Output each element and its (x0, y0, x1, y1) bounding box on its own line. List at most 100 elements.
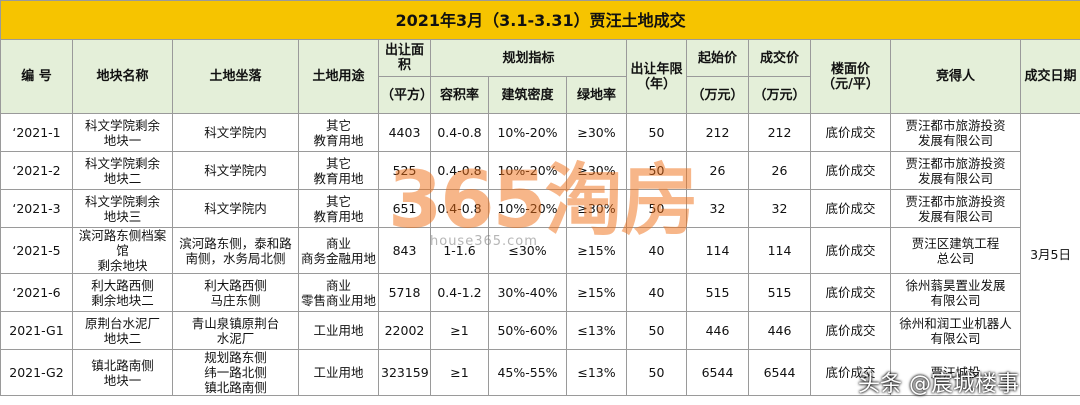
header-cell: 成交日期 (1019, 39, 1080, 114)
cell: ‘2021-1 (0, 113, 73, 152)
cell: 26 (748, 151, 811, 190)
header-cell: 土地用途 (298, 39, 379, 114)
cell: 1-1.6 (430, 227, 489, 274)
cell: 贾汪都市旅游投资 发展有限公司 (890, 189, 1021, 228)
cell: 0.4-0.8 (430, 189, 489, 228)
cell: 323159 (378, 349, 431, 396)
header-cell: （万元） (748, 76, 811, 114)
cell: 212 (686, 113, 749, 152)
header-cell: 楼面价 （元/平） (810, 39, 891, 114)
cell: 32 (748, 189, 811, 228)
cell: 32 (686, 189, 749, 228)
cell: ‘2021-2 (0, 151, 73, 190)
cell: ≥15% (566, 227, 627, 274)
cell: 50 (626, 349, 687, 396)
cell: 30%-40% (488, 273, 567, 312)
cell: 底价成交 (810, 349, 891, 396)
data-row: ‘2021-2 科文学院剩余 地块二 科文学院内 其它 教育用地 525 0.4-0.8 1… (0, 151, 1080, 190)
cell: 114 (748, 227, 811, 274)
cell: 843 (378, 227, 431, 274)
cell: 525 (378, 151, 431, 190)
cell: ≥1 (430, 311, 489, 350)
cell: 底价成交 (810, 273, 891, 312)
cell: 50 (626, 151, 687, 190)
cell: 5718 (378, 273, 431, 312)
cell: 底价成交 (810, 311, 891, 350)
cell: 515 (686, 273, 749, 312)
header-cell: 出让面积 (378, 39, 431, 77)
data-row: 2021-G1 原荆台水泥厂 地块二 青山泉镇原荆台 水泥厂 工业用地 22002 ≥1 5… (0, 311, 1080, 350)
cell: 利大路西侧 剩余地块二 (72, 273, 173, 312)
cell: ‘2021-3 (0, 189, 73, 228)
cell: 青山泉镇原荆台 水泥厂 (172, 311, 299, 350)
cell: 26 (686, 151, 749, 190)
cell: 45%-55% (488, 349, 567, 396)
cell: 0.4-0.8 (430, 113, 489, 152)
cell: 底价成交 (810, 113, 891, 152)
cell: 贾汪城投 (890, 349, 1021, 396)
data-row: ‘2021-3 科文学院剩余 地块三 科文学院内 其它 教育用地 651 0.4-0.8 1… (0, 189, 1080, 228)
cell: ≥1 (430, 349, 489, 396)
data-row: ‘2021-5 滨河路东侧档案馆 剩余地块 滨河路东侧，泰和路 南侧，水务局北侧 商业… (0, 227, 1080, 274)
header-row: （平方） 容积率 建筑密度 绿地率 （万元） （万元） (1, 76, 1080, 114)
cell: ≥15% (566, 273, 627, 312)
cell: 商业 商务金融用地 (298, 227, 379, 274)
cell: 22002 (378, 311, 431, 350)
cell: 贾汪区建筑工程 总公司 (890, 227, 1021, 274)
cell: ≥30% (566, 189, 627, 228)
cell: 4403 (378, 113, 431, 152)
header-cell: 竞得人 (890, 39, 1021, 114)
cell: 2021-G1 (0, 311, 73, 350)
cell: ≤13% (566, 311, 627, 350)
header-cell: 地块名称 (72, 39, 173, 114)
cell: 底价成交 (810, 189, 891, 228)
table-body: 2021年3月（3.1-3.31）贾汪土地成交 编 号 地块名称 土地坐落 土地… (0, 0, 1080, 396)
cell: 科文学院剩余 地块二 (72, 151, 173, 190)
data-row: ‘2021-6 利大路西侧 剩余地块二 利大路西侧 马庄东侧 商业 零售商业用地 571… (0, 273, 1080, 312)
cell: 其它 教育用地 (298, 151, 379, 190)
cell: 212 (748, 113, 811, 152)
header-cell: 绿地率 (566, 76, 627, 114)
cell: 50 (626, 113, 687, 152)
header-cell: （万元） (686, 76, 749, 114)
land-table: 2021年3月（3.1-3.31）贾汪土地成交 编 号 地块名称 土地坐落 土地… (0, 0, 1080, 396)
cell: 科文学院内 (172, 113, 299, 152)
cell: 科文学院剩余 地块三 (72, 189, 173, 228)
cell: ≤13% (566, 349, 627, 396)
cell: 50 (626, 311, 687, 350)
cell: 446 (748, 311, 811, 350)
date-cell: 3月5日 (1019, 113, 1080, 396)
header-cell: 编 号 (0, 39, 73, 114)
cell: 515 (748, 273, 811, 312)
title: 2021年3月（3.1-3.31）贾汪土地成交 (0, 0, 1080, 40)
cell: 2021-G2 (0, 349, 73, 396)
cell: ‘2021-5 (0, 227, 73, 274)
cell: 6544 (748, 349, 811, 396)
cell: ‘2021-6 (0, 273, 73, 312)
cell: 446 (686, 311, 749, 350)
cell: 50 (626, 189, 687, 228)
data-row: ‘2021-1 科文学院剩余 地块一 科文学院内 其它 教育用地 4403 0.4-0.8… (0, 113, 1080, 396)
cell: 贾汪都市旅游投资 发展有限公司 (890, 113, 1021, 152)
cell: 10%-20% (488, 151, 567, 190)
title-row: 2021年3月（3.1-3.31）贾汪土地成交 (0, 0, 1080, 40)
cell: 0.4-1.2 (430, 273, 489, 312)
header-cell: （平方） (378, 76, 431, 114)
cell: 651 (378, 189, 431, 228)
cell: 10%-20% (488, 189, 567, 228)
cell: 科文学院内 (172, 151, 299, 190)
header-cell: 土地坐落 (172, 39, 299, 114)
header-cell: 出让年限 （年） (626, 39, 687, 114)
cell: 科文学院内 (172, 189, 299, 228)
header-cell: 建筑密度 (488, 76, 567, 114)
cell: 底价成交 (810, 227, 891, 274)
cell: 利大路西侧 马庄东侧 (172, 273, 299, 312)
cell: 40 (626, 227, 687, 274)
cell: 10%-20% (488, 113, 567, 152)
header-row: 编 号 地块名称 土地坐落 土地用途 出让面积 规划指标 出让年限 （年） 起始… (0, 39, 1080, 114)
cell: 底价成交 (810, 151, 891, 190)
cell: 114 (686, 227, 749, 274)
cell: 徐州蓊昊置业发展 有限公司 (890, 273, 1021, 312)
cell: 40 (626, 273, 687, 312)
